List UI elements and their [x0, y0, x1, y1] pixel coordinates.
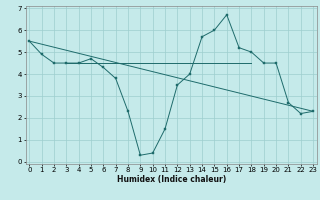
- X-axis label: Humidex (Indice chaleur): Humidex (Indice chaleur): [116, 175, 226, 184]
